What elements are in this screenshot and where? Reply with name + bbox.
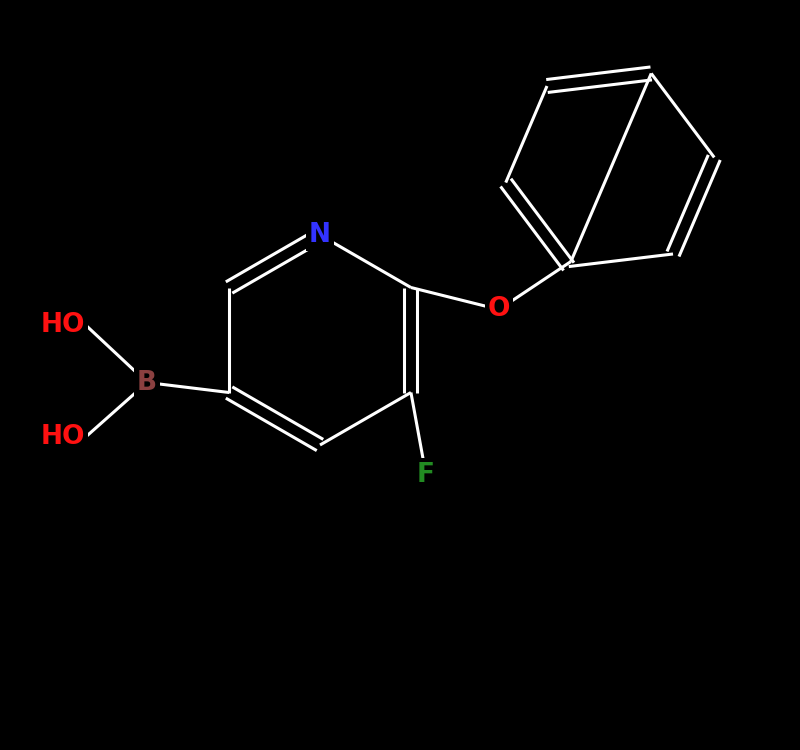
Text: HO: HO: [41, 424, 85, 451]
Text: O: O: [488, 296, 510, 322]
Text: HO: HO: [41, 311, 85, 338]
Text: B: B: [137, 370, 157, 395]
Text: N: N: [309, 222, 331, 248]
Text: F: F: [417, 461, 435, 488]
